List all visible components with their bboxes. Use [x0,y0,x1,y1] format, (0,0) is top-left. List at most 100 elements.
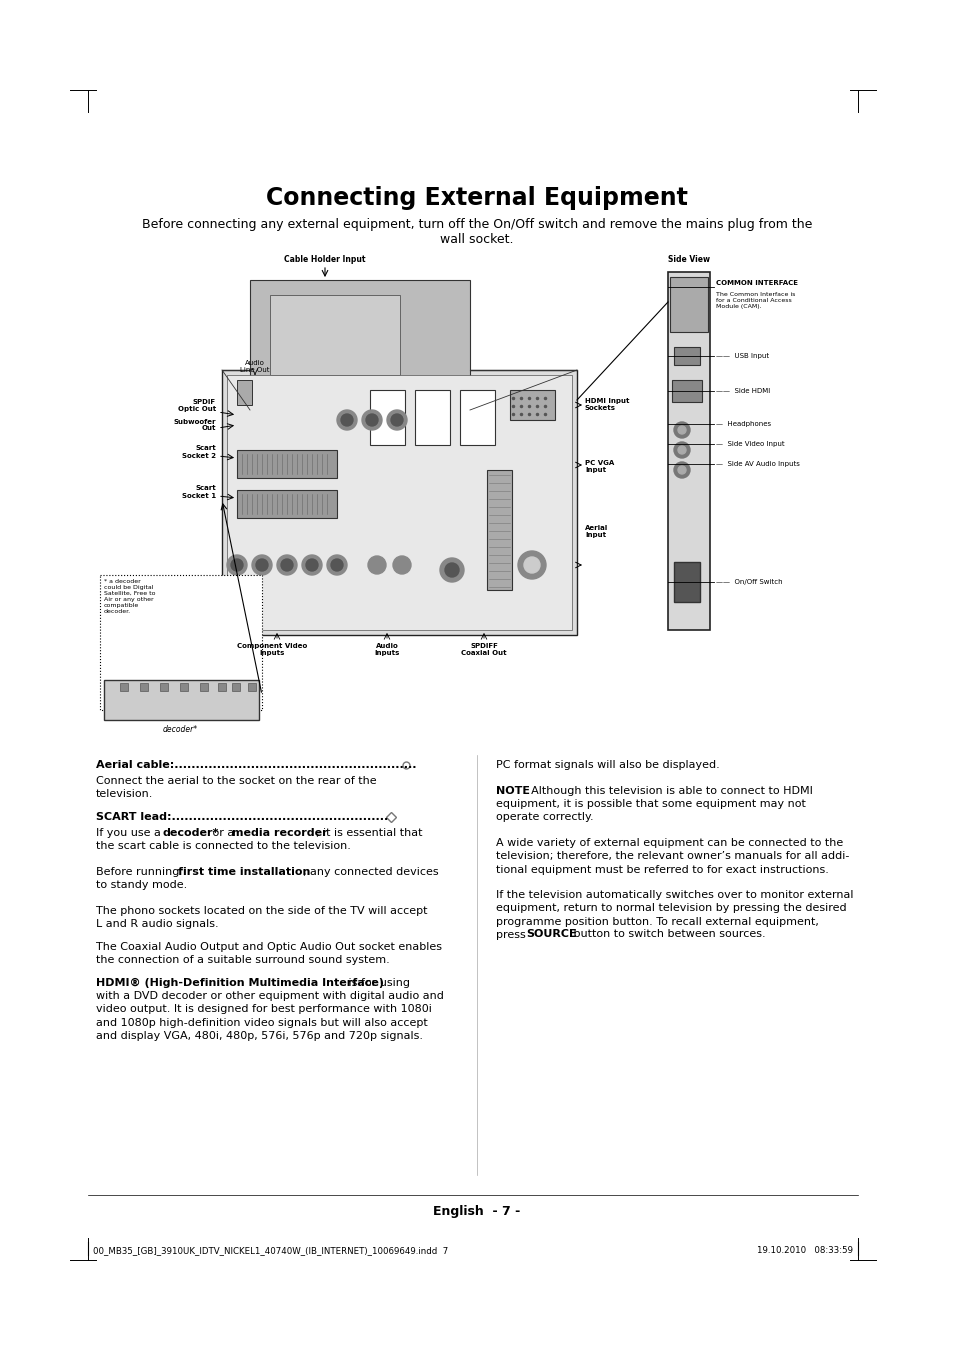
Text: English  - 7 -: English - 7 - [433,1205,520,1219]
Bar [486,470,512,590]
Text: Connect the aerial to the socket on the rear of the
television.: Connect the aerial to the socket on the … [96,775,376,800]
Text: Before connecting any external equipment, turn off the On/Off switch and remove : Before connecting any external equipment… [142,218,811,231]
Text: decoder*: decoder* [162,725,197,734]
Text: NOTE: NOTE [496,786,530,796]
Bar [236,490,336,517]
Bar [200,684,208,690]
Text: SCART lead:...................................................: SCART lead:.............................… [96,812,388,821]
Text: ——  USB Input: —— USB Input [716,353,768,359]
Circle shape [227,555,247,576]
Circle shape [439,558,463,582]
Text: equipment, it is possible that some equipment may not: equipment, it is possible that some equi… [496,798,805,809]
Circle shape [673,422,689,438]
Text: , it is essential that: , it is essential that [315,828,422,838]
Text: SPDIFF
Coaxial Out: SPDIFF Coaxial Out [460,643,506,657]
Text: the scart cable is connected to the television.: the scart cable is connected to the tele… [96,842,351,851]
Circle shape [678,426,685,434]
Text: 00_MB35_[GB]_3910UK_IDTV_NICKEL1_40740W_(IB_INTERNET)_10069649.indd  7: 00_MB35_[GB]_3910UK_IDTV_NICKEL1_40740W_… [92,1246,448,1255]
Circle shape [306,559,317,571]
Bar [236,380,252,405]
Text: button to switch between sources.: button to switch between sources. [569,929,765,939]
Bar [510,390,555,420]
Bar [160,684,168,690]
Bar [227,376,572,630]
Circle shape [336,409,356,430]
Bar [673,562,700,603]
Text: , any connected devices: , any connected devices [303,867,438,877]
Circle shape [673,442,689,458]
Circle shape [252,555,272,576]
Text: ——  On/Off Switch: —— On/Off Switch [716,580,781,585]
Text: PC VGA
Input: PC VGA Input [584,459,614,473]
Circle shape [678,446,685,454]
Text: Before running: Before running [96,867,183,877]
Bar [218,684,226,690]
Text: first time installation: first time installation [178,867,310,877]
Bar [100,576,262,711]
Circle shape [302,555,322,576]
Bar [248,684,255,690]
Circle shape [678,466,685,474]
Circle shape [393,557,411,574]
Text: The Common Interface is
for a Conditional Access
Module (CAM).: The Common Interface is for a Conditiona… [716,292,795,309]
Circle shape [340,413,353,426]
Circle shape [331,559,343,571]
Text: Scart
Socket 1: Scart Socket 1 [182,485,215,499]
Text: Connecting External Equipment: Connecting External Equipment [266,186,687,209]
Text: If you use a: If you use a [96,828,164,838]
Text: —  Headphones: — Headphones [716,422,770,427]
Text: is for using: is for using [345,978,410,988]
Bar [671,380,701,403]
Text: Component Video
Inputs: Component Video Inputs [236,643,307,657]
Circle shape [673,462,689,478]
Circle shape [517,551,545,580]
Text: Audio
Inputs: Audio Inputs [374,643,399,657]
Text: Subwoofer
Out: Subwoofer Out [173,419,215,431]
Text: * a decoder
could be Digital
Satellite, Free to
Air or any other
compatible
deco: * a decoder could be Digital Satellite, … [104,580,155,613]
Bar [222,370,577,635]
Text: ——  Side HDMI: —— Side HDMI [716,388,769,394]
Text: Aerial cable:.........................................................: Aerial cable:...........................… [96,761,416,770]
Circle shape [444,563,458,577]
Bar [667,272,709,630]
Text: HDMI® (High-Definition Multimedia Interface): HDMI® (High-Definition Multimedia Interf… [96,978,384,988]
Bar [370,390,405,444]
Circle shape [276,555,296,576]
Circle shape [361,409,381,430]
Circle shape [327,555,347,576]
Bar [232,684,240,690]
Text: If the television automatically switches over to monitor external
equipment, ret: If the television automatically switches… [496,890,853,940]
Bar [104,680,258,720]
Bar [459,390,495,444]
Circle shape [366,413,377,426]
Text: Aerial
Input: Aerial Input [584,526,608,538]
Circle shape [255,559,268,571]
Text: —  Side AV Audio Inputs: — Side AV Audio Inputs [716,461,799,467]
Circle shape [523,557,539,573]
Text: to standy mode.: to standy mode. [96,880,187,890]
Text: wall socket.: wall socket. [439,232,514,246]
Bar [120,684,128,690]
Text: A wide variety of external equipment can be connected to the
television; therefo: A wide variety of external equipment can… [496,838,848,874]
Text: The Coaxial Audio Output and Optic Audio Out socket enables
the connection of a : The Coaxial Audio Output and Optic Audio… [96,942,441,966]
Text: : Although this television is able to connect to HDMI: : Although this television is able to co… [523,786,812,796]
Text: operate correctly.: operate correctly. [496,812,593,821]
Text: 19.10.2010   08:33:59: 19.10.2010 08:33:59 [757,1246,852,1255]
Bar [673,347,700,365]
Bar [180,684,188,690]
Bar [236,450,336,478]
Circle shape [231,559,243,571]
Text: Scart
Socket 2: Scart Socket 2 [182,446,215,458]
Text: HDMI Input
Sockets: HDMI Input Sockets [584,399,629,411]
Text: COMMON INTERFACE: COMMON INTERFACE [716,280,797,286]
Circle shape [391,413,402,426]
Text: —  Side Video Input: — Side Video Input [716,440,783,447]
Bar [250,280,470,409]
Text: media recorder: media recorder [232,828,327,838]
Text: SPDIF
Optic Out: SPDIF Optic Out [177,399,215,412]
Circle shape [368,557,386,574]
Text: Cable Holder Input: Cable Holder Input [284,255,365,263]
Text: or a: or a [209,828,237,838]
Text: with a DVD decoder or other equipment with digital audio and
video output. It is: with a DVD decoder or other equipment wi… [96,992,443,1042]
Bar [140,684,148,690]
